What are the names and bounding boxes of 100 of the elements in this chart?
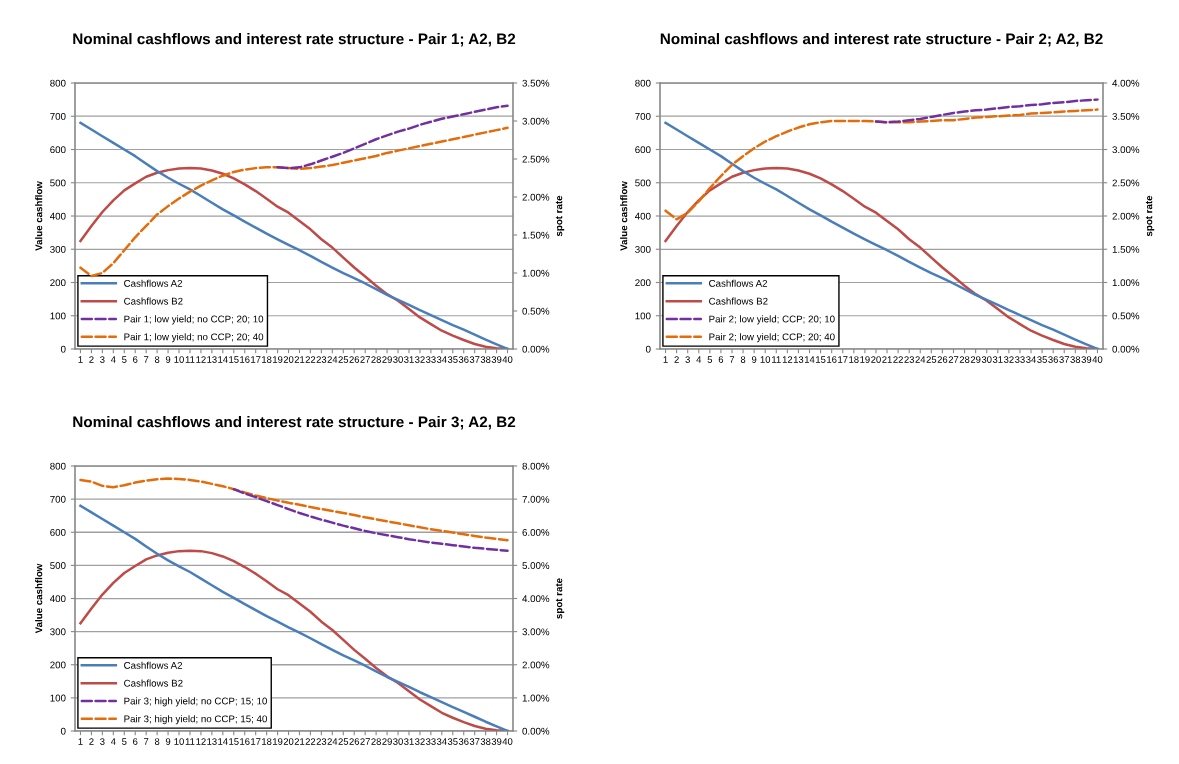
x-tick-label: 27 bbox=[360, 356, 370, 363]
y-tick-label: 700 bbox=[50, 112, 66, 120]
y2-tick-label: 4.00% bbox=[522, 595, 550, 603]
x-tick-label: 2 bbox=[674, 356, 679, 363]
x-tick-label: 27 bbox=[360, 738, 370, 745]
y-axis-title: Value cashflow bbox=[35, 181, 43, 251]
y2-tick-label: 0.50% bbox=[522, 307, 550, 315]
x-tick-label: 31 bbox=[404, 738, 414, 745]
x-tick-label: 23 bbox=[316, 738, 327, 745]
x-tick-label: 13 bbox=[207, 356, 217, 363]
legend-label: Pair 1; low yield; no CCP; 20; 40 bbox=[124, 333, 264, 343]
chart-title: Nominal cashflows and interest rate structure - Pair 1; A2, B2 bbox=[73, 33, 516, 47]
legend-label: Cashflows B2 bbox=[124, 297, 183, 305]
x-tick-label: 25 bbox=[338, 738, 349, 745]
y-tick-label: 500 bbox=[50, 562, 66, 569]
x-tick-label: 16 bbox=[240, 356, 250, 363]
y2-tick-label: 7.00% bbox=[522, 495, 550, 503]
x-tick-label: 11 bbox=[185, 738, 195, 745]
y2-tick-label: 1.50% bbox=[1112, 245, 1140, 253]
x-tick-label: 8 bbox=[154, 738, 160, 745]
y2-tick-label: 3.00% bbox=[522, 117, 550, 125]
y-tick-label: 600 bbox=[635, 146, 651, 154]
line-series bbox=[79, 504, 509, 731]
y-tick-label: 300 bbox=[635, 245, 651, 253]
x-tick-label: 21 bbox=[294, 356, 305, 363]
x-tick-label: 32 bbox=[1003, 356, 1014, 363]
y-tick-label: 700 bbox=[50, 495, 66, 503]
y-tick-label: 800 bbox=[50, 462, 66, 470]
x-tick-label: 29 bbox=[382, 738, 392, 745]
x-tick-label: 24 bbox=[915, 356, 926, 363]
legend-label: Cashflows A2 bbox=[709, 279, 768, 287]
x-tick-label: 21 bbox=[882, 356, 892, 363]
y2-tick-label: 0.00% bbox=[522, 727, 550, 735]
y2-tick-label: 0.50% bbox=[1112, 312, 1140, 320]
x-tick-label: 22 bbox=[305, 738, 316, 745]
y-tick-label: 0 bbox=[645, 345, 651, 353]
x-tick-label: 8 bbox=[154, 356, 160, 363]
line-series bbox=[664, 108, 1099, 221]
x-tick-label: 7 bbox=[144, 738, 149, 745]
x-tick-label: 27 bbox=[948, 356, 959, 363]
line-series bbox=[276, 104, 509, 170]
x-tick-label: 17 bbox=[251, 356, 261, 363]
y2-tick-label: 6.00% bbox=[522, 528, 550, 536]
x-tick-label: 20 bbox=[283, 356, 294, 363]
x-tick-label: 17 bbox=[838, 356, 848, 363]
legend-label: Cashflows A2 bbox=[124, 279, 183, 287]
y-tick-label: 100 bbox=[50, 694, 66, 702]
y2-tick-label: 0.00% bbox=[522, 345, 550, 353]
x-tick-label: 25 bbox=[926, 356, 937, 363]
x-tick-label: 6 bbox=[718, 356, 724, 363]
y-tick-label: 700 bbox=[635, 112, 651, 120]
y2-tick-label: 2.00% bbox=[522, 193, 550, 201]
y-tick-label: 500 bbox=[635, 179, 651, 187]
x-tick-label: 3 bbox=[685, 356, 690, 363]
x-tick-label: 28 bbox=[371, 356, 381, 363]
x-tick-label: 34 bbox=[436, 356, 447, 363]
y2-axis-title: spot rate bbox=[1145, 195, 1155, 237]
y-tick-label: 600 bbox=[50, 146, 66, 154]
x-tick-label: 20 bbox=[871, 356, 881, 363]
legend-label: Cashflows B2 bbox=[709, 297, 768, 305]
x-tick-label: 9 bbox=[165, 356, 171, 363]
x-tick-label: 30 bbox=[393, 738, 403, 745]
x-tick-label: 22 bbox=[893, 356, 903, 363]
x-tick-label: 9 bbox=[165, 738, 171, 745]
y-tick-label: 300 bbox=[50, 628, 66, 636]
x-tick-label: 14 bbox=[218, 356, 228, 363]
x-tick-label: 14 bbox=[804, 356, 815, 363]
x-tick-label: 24 bbox=[327, 356, 338, 363]
y-tick-label: 200 bbox=[50, 661, 66, 669]
y-tick-label: 200 bbox=[50, 279, 66, 287]
x-tick-label: 18 bbox=[262, 356, 272, 363]
x-tick-label: 14 bbox=[218, 738, 228, 745]
x-tick-label: 12 bbox=[782, 356, 793, 363]
x-tick-label: 29 bbox=[382, 356, 392, 363]
x-tick-label: 13 bbox=[793, 356, 804, 363]
y2-tick-label: 5.00% bbox=[522, 562, 550, 569]
x-tick-label: 35 bbox=[447, 356, 458, 363]
line-series bbox=[79, 121, 509, 349]
x-tick-label: 19 bbox=[860, 356, 870, 363]
x-tick-label: 6 bbox=[133, 356, 138, 363]
x-tick-label: 30 bbox=[981, 356, 992, 363]
x-tick-label: 18 bbox=[262, 738, 272, 745]
x-tick-label: 36 bbox=[1048, 356, 1058, 363]
line-series bbox=[232, 487, 509, 553]
x-tick-label: 1 bbox=[78, 356, 83, 363]
x-tick-label: 39 bbox=[491, 356, 502, 363]
x-tick-label: 5 bbox=[707, 356, 713, 363]
x-tick-label: 16 bbox=[827, 356, 837, 363]
line-series bbox=[79, 126, 509, 278]
chart-title: Nominal cashflows and interest rate structure - Pair 3; A2, B2 bbox=[73, 416, 516, 430]
x-tick-label: 19 bbox=[273, 356, 283, 363]
x-tick-label: 37 bbox=[469, 738, 480, 745]
x-tick-label: 28 bbox=[959, 356, 970, 363]
x-tick-label: 10 bbox=[174, 738, 184, 745]
legend-label: Pair 3; high yield; no CCP; 15; 40 bbox=[124, 715, 267, 725]
x-tick-label: 5 bbox=[122, 356, 127, 363]
y-tick-label: 500 bbox=[50, 179, 66, 187]
x-tick-label: 29 bbox=[970, 356, 981, 363]
x-tick-label: 4 bbox=[110, 738, 116, 745]
x-tick-label: 16 bbox=[240, 738, 250, 745]
